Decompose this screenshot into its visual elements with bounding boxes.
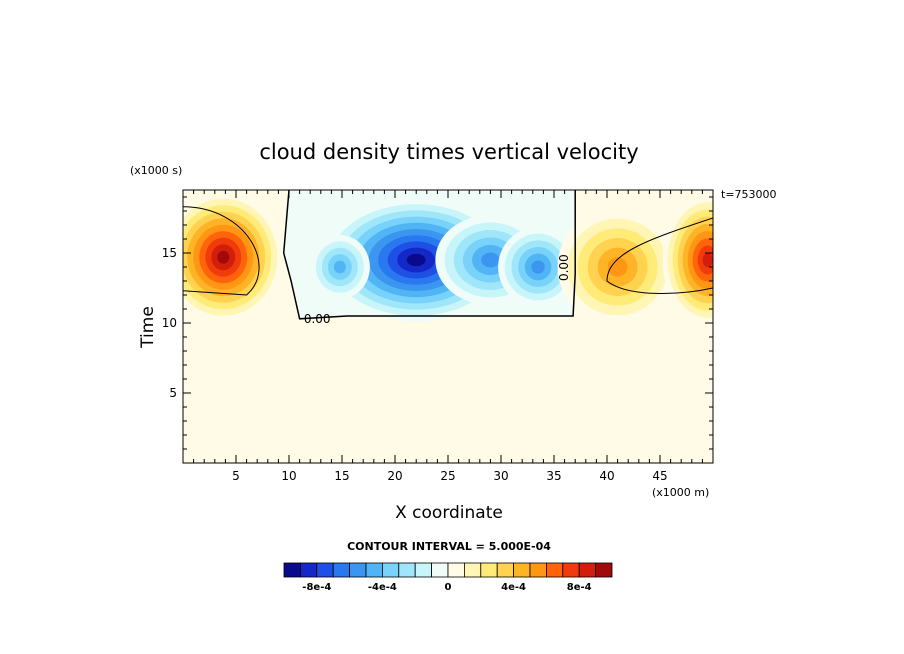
colorbar-swatch (414, 562, 433, 578)
chart-title: cloud density times vertical velocity (259, 140, 638, 164)
colorbar-swatch (316, 562, 334, 578)
x-axis-label: X coordinate (395, 503, 503, 523)
colorbar-swatch (365, 562, 383, 578)
colorbar-swatch (480, 562, 498, 578)
x-tick-label: 30 (493, 469, 508, 483)
x-units-label: (x1000 m) (652, 486, 709, 499)
contour-label: 0.00 (557, 254, 571, 281)
field-features (183, 190, 713, 325)
colorbar-swatch (496, 562, 515, 578)
colorbar-swatch (431, 562, 449, 578)
colorbar-swatch (332, 562, 351, 578)
x-tick-label: 45 (652, 469, 667, 483)
x-tick-label: 40 (599, 469, 614, 483)
left-contour (183, 206, 260, 296)
colorbar-tick-label: 8e-4 (567, 582, 592, 593)
colorbar-swatch (463, 562, 482, 578)
colorbar-tick-label: 0 (445, 582, 452, 593)
colorbar-tick-label: 4e-4 (501, 582, 526, 593)
colorbar-swatch (299, 562, 318, 578)
x-tick-label: 10 (281, 469, 296, 483)
time-stamp-label: t=753000 (721, 188, 777, 201)
negative-blob-level (481, 252, 500, 268)
y-axis-label: Time (138, 306, 158, 349)
plot-area: 0.00 0.00 5 10 15 20 25 30 35 40 45 5 10 15 (162, 189, 714, 483)
x-tick-label: 15 (334, 469, 349, 483)
colorbar-swatch (283, 562, 301, 578)
x-tick-label: 35 (546, 469, 561, 483)
y-tick-label: 5 (169, 386, 177, 400)
colorbar-tick-label: -8e-4 (302, 582, 331, 593)
colorbar-tick-label: -4e-4 (368, 582, 397, 593)
colorbar-swatch (513, 562, 531, 578)
colorbar-swatch (381, 562, 400, 578)
colorbar-swatch (398, 562, 416, 578)
right-contour (606, 217, 713, 294)
x-tick-label: 5 (232, 469, 240, 483)
colorbar-swatch (529, 562, 547, 578)
axis-ticks: 5 10 15 20 25 30 35 40 45 5 10 15 (162, 190, 713, 483)
contour-interval-text: CONTOUR INTERVAL = 5.000E-04 (347, 540, 551, 553)
negative-blob-level (333, 260, 346, 274)
zero-contour-line (282, 190, 576, 320)
negative-blob-level (406, 253, 426, 267)
colorbar-swatch (447, 562, 465, 578)
colorbar: -8e-4 -4e-4 0 4e-4 8e-4 (283, 562, 613, 593)
y-tick-label: 15 (162, 246, 177, 260)
y-tick-label: 10 (162, 316, 177, 330)
zero-contour: 0.00 0.00 (183, 190, 713, 326)
colorbar-swatch (562, 562, 580, 578)
colorbar-swatch (595, 562, 613, 578)
positive-blob-level (607, 257, 628, 277)
x-tick-label: 20 (387, 469, 402, 483)
negative-blob-level (531, 260, 545, 274)
contour-label: 0.00 (304, 312, 331, 326)
x-tick-label: 25 (440, 469, 455, 483)
positive-blob-level (702, 252, 713, 268)
colorbar-swatch (349, 562, 367, 578)
y-units-label: (x1000 s) (130, 164, 182, 177)
colorbar-swatch (546, 562, 564, 578)
colorbar-swatch (578, 562, 597, 578)
positive-blob-level (217, 250, 230, 264)
